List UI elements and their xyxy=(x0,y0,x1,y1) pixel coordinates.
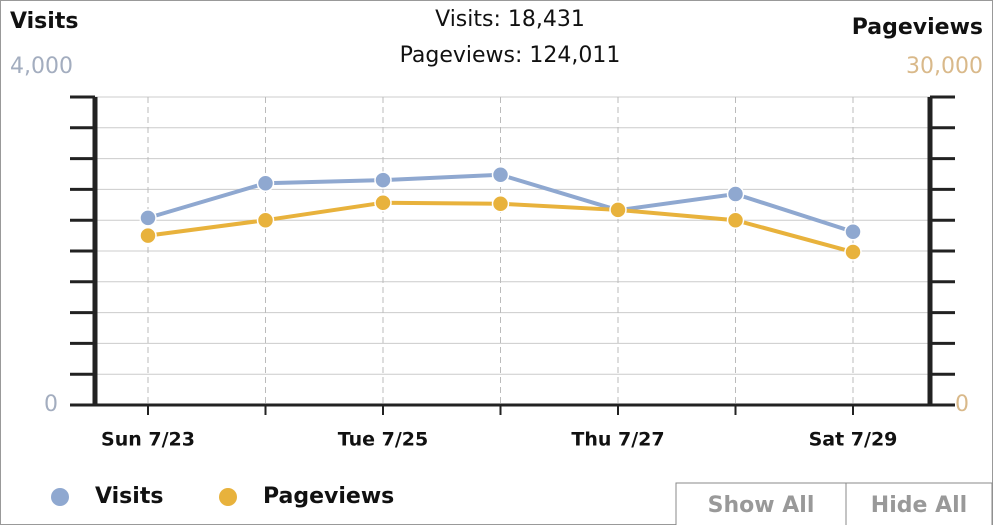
x-tick-label: Thu 7/27 xyxy=(571,429,664,451)
y2-tick-label: 30,000 xyxy=(906,54,983,79)
y2-tick-label: 0 xyxy=(955,392,969,417)
button[interactable] xyxy=(675,482,847,525)
legend-label: Pageviews xyxy=(263,484,394,509)
legend-swatch xyxy=(51,488,69,506)
data-point xyxy=(844,243,862,261)
data-point xyxy=(844,223,862,241)
data-point xyxy=(256,211,275,229)
y-tick-label: 0 xyxy=(44,392,58,417)
summary: Visits: 18,431 xyxy=(435,7,585,32)
data-point xyxy=(726,185,745,203)
data-point xyxy=(139,209,157,227)
button[interactable] xyxy=(845,482,993,525)
data-point xyxy=(726,211,745,229)
x-tick-label: Tue 7/25 xyxy=(338,429,429,451)
data-point xyxy=(609,201,627,219)
button-label[interactable]: Show All xyxy=(708,493,815,518)
button-group: Show All Hide All xyxy=(675,482,993,525)
data-point xyxy=(374,171,392,189)
data-point xyxy=(491,166,510,184)
data-point xyxy=(256,174,275,192)
y-axis-title: Visits xyxy=(10,9,78,34)
x-tick-label: Sun 7/23 xyxy=(101,429,195,451)
data-point xyxy=(491,195,510,213)
y-tick-label: 4,000 xyxy=(10,54,73,79)
y2-axis-title: Pageviews xyxy=(852,15,983,40)
x-tick-label: Sat 7/29 xyxy=(809,429,898,451)
data-point xyxy=(139,226,157,245)
data-point xyxy=(374,193,392,212)
legend-swatch xyxy=(219,488,237,506)
summary: Pageviews: 124,011 xyxy=(400,43,621,68)
legend-label: Visits xyxy=(95,484,163,509)
button-label[interactable]: Hide All xyxy=(871,493,967,518)
